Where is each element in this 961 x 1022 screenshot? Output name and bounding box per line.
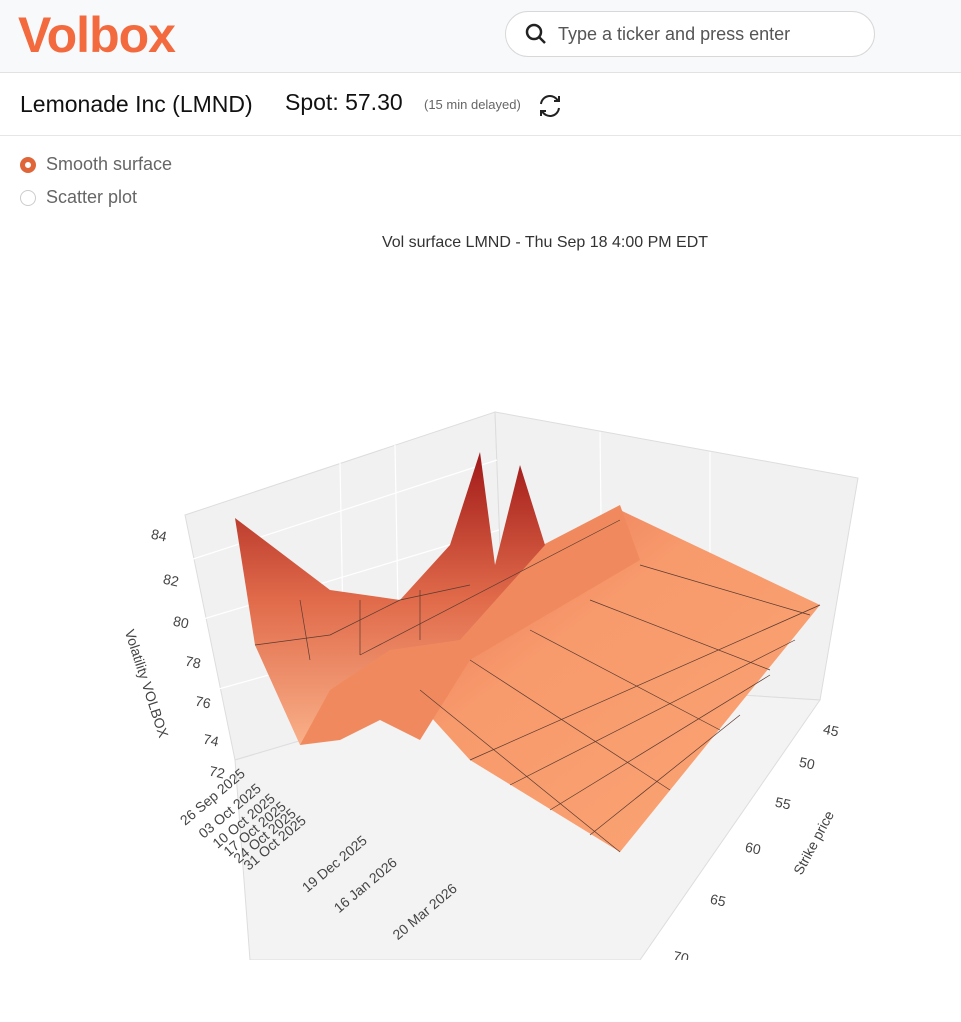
z-axis-title: Volatility VOLBOX	[122, 627, 172, 740]
z-tick-label: 72	[208, 763, 227, 782]
plot-title: Vol surface LMND - Thu Sep 18 4:00 PM ED…	[382, 234, 708, 251]
spot-price: Spot: 57.30	[285, 89, 403, 115]
y-tick-label: 45	[822, 721, 841, 740]
radio-button[interactable]	[20, 189, 36, 206]
search-box[interactable]: Type a ticker and press enter	[505, 11, 875, 57]
header: Volbox Type a ticker and press enter	[0, 0, 961, 73]
delay-note: (15 min delayed)	[424, 97, 521, 112]
ticker-name: Lemonade Inc (LMND)	[20, 91, 253, 117]
radio-button[interactable]	[20, 156, 36, 173]
radio-option[interactable]: Smooth surface	[20, 148, 172, 181]
search-icon	[525, 23, 546, 44]
z-tick-label: 74	[202, 731, 221, 750]
z-tick-label: 84	[150, 526, 169, 545]
surface-spike	[235, 452, 545, 745]
y-tick-label: 50	[798, 754, 817, 773]
radio-label: Smooth surface	[46, 154, 173, 174]
logo[interactable]: Volbox	[18, 7, 176, 63]
radio-label: Scatter plot	[46, 187, 138, 207]
y-tick-label: 65	[709, 891, 728, 910]
z-tick-label: 82	[162, 571, 181, 590]
ticker-row: Lemonade Inc (LMND) Spot: 57.30 (15 min …	[0, 73, 961, 136]
y-tick-label: 70	[672, 948, 691, 960]
y-tick-label: 55	[774, 794, 793, 813]
search-placeholder: Type a ticker and press enter	[558, 24, 791, 44]
z-tick-label: 80	[172, 613, 191, 632]
y-axis-title: Strike price	[790, 808, 837, 878]
surface-mesh	[254, 519, 821, 853]
radio-option[interactable]: Scatter plot	[20, 181, 172, 214]
z-tick-label: 78	[184, 653, 203, 672]
refresh-button[interactable]	[537, 93, 563, 119]
z-tick-label: 76	[194, 693, 213, 712]
plot-options: Smooth surface Scatter plot	[20, 148, 172, 214]
y-tick-label: 60	[744, 839, 763, 858]
